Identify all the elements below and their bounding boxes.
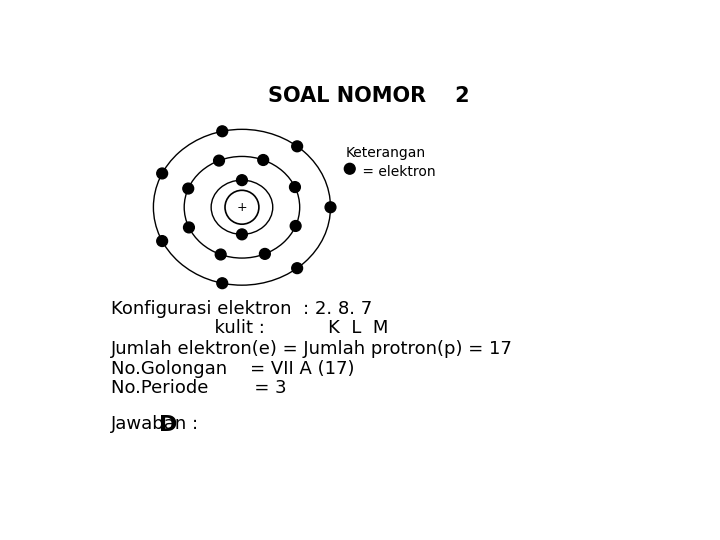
Circle shape xyxy=(259,248,270,259)
Circle shape xyxy=(215,249,226,260)
Circle shape xyxy=(183,183,194,194)
Text: Keterangan: Keterangan xyxy=(346,146,426,160)
Circle shape xyxy=(217,126,228,137)
Text: +: + xyxy=(237,201,247,214)
Circle shape xyxy=(325,202,336,213)
Circle shape xyxy=(214,155,225,166)
Circle shape xyxy=(290,220,301,231)
Text: D: D xyxy=(159,415,178,435)
Circle shape xyxy=(157,168,168,179)
Text: No.Periode        = 3: No.Periode = 3 xyxy=(111,379,287,397)
Text: SOAL NOMOR    2: SOAL NOMOR 2 xyxy=(268,86,470,106)
Text: Konfigurasi elektron  : 2. 8. 7: Konfigurasi elektron : 2. 8. 7 xyxy=(111,300,372,318)
Circle shape xyxy=(292,141,302,152)
Circle shape xyxy=(157,235,168,246)
Circle shape xyxy=(217,278,228,288)
Circle shape xyxy=(237,175,248,186)
Circle shape xyxy=(184,222,194,233)
Circle shape xyxy=(237,229,248,240)
Text: Jumlah elektron(e) = Jumlah protron(p) = 17: Jumlah elektron(e) = Jumlah protron(p) =… xyxy=(111,340,513,359)
Circle shape xyxy=(258,154,269,165)
Text: Jawaban :: Jawaban : xyxy=(111,415,205,433)
Circle shape xyxy=(292,263,302,274)
Circle shape xyxy=(344,164,355,174)
Text: kulit :           K  L  M: kulit : K L M xyxy=(111,319,388,337)
Text: = elektron: = elektron xyxy=(359,165,436,179)
Circle shape xyxy=(289,181,300,192)
Text: No.Golongan    = VII A (17): No.Golongan = VII A (17) xyxy=(111,360,354,377)
